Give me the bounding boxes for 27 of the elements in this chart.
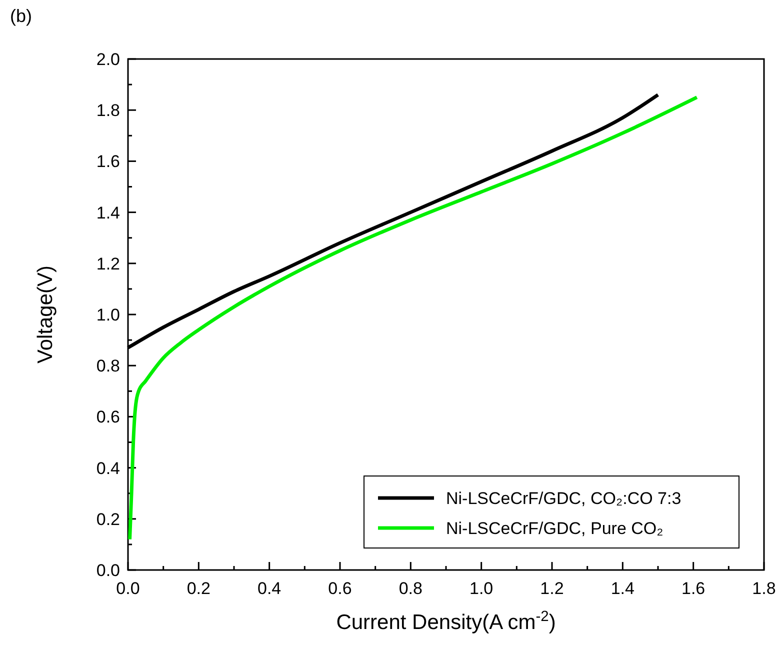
x-tick-label: 1.8 <box>752 579 776 598</box>
x-tick-label: 0.0 <box>116 579 140 598</box>
legend-label: Ni-LSCeCrF/GDC, CO₂:CO 7:3 <box>446 489 682 508</box>
x-tick-label: 0.8 <box>398 579 422 598</box>
y-tick-label: 2.0 <box>96 50 120 69</box>
y-tick-label: 1.0 <box>96 306 120 324</box>
text: (b) <box>10 6 32 26</box>
y-tick-label: 0.2 <box>96 510 120 529</box>
y-tick-label: 0.6 <box>96 408 120 427</box>
y-tick-label: 0.4 <box>96 458 120 478</box>
y-tick-label: 1.8 <box>96 101 120 120</box>
y-axis-title: Voltage(V) <box>34 265 57 364</box>
y-tick-label: 0.8 <box>96 356 120 376</box>
legend-label: Ni-LSCeCrF/GDC, Pure CO₂ <box>446 519 664 538</box>
x-tick-label: 0.4 <box>258 579 282 598</box>
y-tick-label: 1.2 <box>96 254 120 274</box>
y-tick-label: 1.4 <box>96 203 120 222</box>
x-tick-label: 0.2 <box>186 579 210 598</box>
x-tick-label: 1.4 <box>610 579 634 598</box>
x-tick-label: 0.6 <box>328 579 352 598</box>
y-tick-label: 0.0 <box>96 561 120 580</box>
line-series <box>128 96 699 542</box>
x-tick-label: 1.0 <box>470 579 494 598</box>
x-axis-title: Current Density(A cm$^{-2}$) <box>336 609 556 634</box>
x-tick-label: 1.2 <box>540 579 564 598</box>
y-tick-label: 1.6 <box>96 152 120 172</box>
x-tick-label: 1.6 <box>682 579 706 598</box>
